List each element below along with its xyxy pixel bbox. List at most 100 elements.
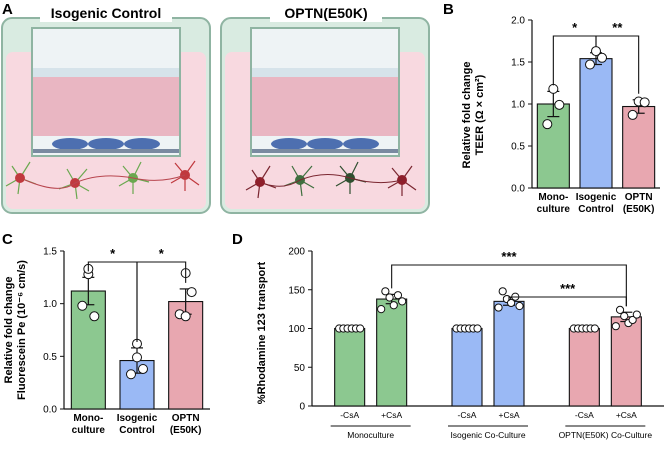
endothelial-cell xyxy=(307,138,343,150)
data-point xyxy=(542,119,553,130)
data-point xyxy=(381,287,390,296)
well-isogenic-control: Isogenic Control xyxy=(1,4,211,214)
data-point xyxy=(385,293,394,302)
data-point xyxy=(597,52,607,63)
bar xyxy=(568,327,600,407)
data-point xyxy=(548,83,559,94)
insert-medium xyxy=(33,76,179,136)
category-label: +CsA xyxy=(381,410,402,420)
neuron-dendrites xyxy=(58,168,90,200)
neuron-dendrites xyxy=(387,165,417,196)
y-tick-label: 1.0 xyxy=(511,100,525,111)
significance-label: * xyxy=(572,20,578,35)
y-tick-label: 200 xyxy=(288,247,305,258)
data-point xyxy=(393,291,403,300)
insert-air xyxy=(252,68,398,77)
category-label: -CsA xyxy=(575,410,594,420)
data-point xyxy=(498,287,507,296)
data-point xyxy=(494,303,503,312)
group-label: OPTN(E50K) Co-Culture xyxy=(559,430,653,440)
data-point xyxy=(389,301,398,310)
y-tick-label: 0.0 xyxy=(511,184,525,195)
endothelial-cell xyxy=(343,138,379,150)
chart-c-fluorescein: Relative fold changeFluorescein Pe (10⁻⁶… xyxy=(3,246,210,436)
y-tick-label: 1.0 xyxy=(43,299,57,310)
significance-label: *** xyxy=(501,249,517,264)
data-point xyxy=(473,324,482,333)
axon xyxy=(24,174,186,189)
insert-air xyxy=(33,68,179,77)
data-point xyxy=(126,369,136,380)
axes: 0 50 100 150 200 xyxy=(288,247,664,413)
data-point xyxy=(132,352,142,363)
chart-d-rhodamine: %Rhodamine 123 transport 0 50 100 150 200 -C… xyxy=(256,247,664,440)
well-title-bg xyxy=(40,4,172,22)
panel-d-letter: D xyxy=(232,231,243,248)
neuron-dendrites xyxy=(5,161,37,195)
y-axis-title: Relative fold changeFluorescein Pe (10⁻⁶… xyxy=(3,260,28,400)
panel-c-letter: C xyxy=(2,231,13,248)
well-optn-e50k: OPTN(E50K) xyxy=(220,4,430,214)
neuron-dendrites xyxy=(170,160,200,191)
neuron-dendrites xyxy=(335,161,367,194)
bar xyxy=(579,58,613,189)
well-title-bg xyxy=(270,4,382,22)
category-label: +CsA xyxy=(616,410,637,420)
y-tick-label: 2.0 xyxy=(511,16,525,27)
bar xyxy=(622,105,656,189)
data-point xyxy=(138,363,148,374)
endothelial-cell xyxy=(124,138,160,150)
data-point xyxy=(377,305,386,314)
category-label: Isogenic Control xyxy=(576,192,617,215)
y-tick-label: 1.5 xyxy=(43,247,57,258)
data-point xyxy=(639,97,650,108)
significance-label: * xyxy=(159,246,165,261)
category-label: Isogenic Control xyxy=(117,413,158,436)
significance-label: ** xyxy=(612,20,623,35)
category-label: Mono-culture xyxy=(537,192,571,215)
data-point xyxy=(356,324,365,333)
neuron xyxy=(15,173,25,183)
data-point xyxy=(611,322,620,331)
data-point xyxy=(89,311,100,322)
y-tick-label: 150 xyxy=(288,285,305,296)
neuron-dendrites xyxy=(118,161,150,194)
group-label: Monoculture xyxy=(347,430,394,440)
data-point xyxy=(632,310,641,319)
data-point xyxy=(590,324,599,333)
membrane xyxy=(252,149,398,153)
significance-bracket xyxy=(136,261,187,342)
bar xyxy=(376,298,408,407)
y-tick-label: 100 xyxy=(288,324,305,335)
neuron xyxy=(255,177,265,187)
data-point xyxy=(180,311,191,322)
category-label: OPTN (E50K) xyxy=(170,413,202,436)
bars: -CsA +CsA -CsA +CsA -CsA +CsA xyxy=(334,287,642,420)
y-tick-label: 0.5 xyxy=(511,142,525,153)
significance-bracket xyxy=(595,35,640,94)
data-point xyxy=(515,301,524,311)
axon xyxy=(264,174,403,187)
significance-bracket xyxy=(508,296,627,307)
data-point xyxy=(398,297,407,306)
well-title: OPTN(E50K) xyxy=(284,5,367,21)
panel-a-letter: A xyxy=(2,1,13,18)
category-label: -CsA xyxy=(340,410,359,420)
significance-label: *** xyxy=(560,281,576,296)
neuron-dendrites xyxy=(245,165,277,199)
group-label: Isogenic Co-Culture xyxy=(450,430,525,440)
bar xyxy=(334,327,366,407)
category-label: Mono-culture xyxy=(72,413,106,436)
y-axis-title: %Rhodamine 123 transport xyxy=(256,261,268,404)
data-point xyxy=(554,99,565,110)
bar xyxy=(536,103,570,189)
significance-brackets: * * xyxy=(87,246,187,342)
y-tick-label: 1.5 xyxy=(511,58,525,69)
bar xyxy=(493,300,525,407)
y-tick-label: 0 xyxy=(299,402,305,413)
well-title: Isogenic Control xyxy=(51,5,161,21)
endothelial-cell xyxy=(52,138,88,150)
bar xyxy=(70,290,106,410)
